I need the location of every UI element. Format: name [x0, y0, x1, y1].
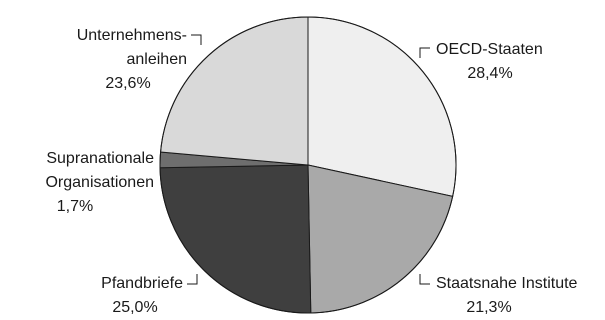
- slices-layer: [159, 16, 457, 314]
- slice-label-1-line-0: Staatsnahe Institute: [436, 275, 578, 292]
- leader-line-0: [419, 47, 430, 58]
- leader-line-2: [187, 274, 198, 285]
- slice-label-4-line-1: anleihen: [127, 51, 188, 68]
- leaders-layer: [187, 34, 430, 285]
- slice-value-2: 25,0%: [112, 299, 157, 316]
- slice-value-3: 1,7%: [57, 198, 93, 215]
- slice-label-2-line-0: Pfandbriefe: [101, 275, 183, 292]
- slice-label-3-line-1: Organisationen: [45, 174, 154, 191]
- leader-line-1: [419, 274, 430, 285]
- slice-label-3-line-0: Supranationale: [46, 150, 154, 167]
- leader-line-4: [191, 34, 202, 45]
- slice-value-0: 28,4%: [467, 65, 512, 82]
- slice-label-0-line-0: OECD-Staaten: [436, 41, 543, 58]
- pie-outline: [159, 16, 457, 314]
- slice-label-4-line-0: Unternehmens-: [77, 27, 187, 44]
- slice-value-1: 21,3%: [466, 299, 511, 316]
- labels-layer: OECD-Staaten 28,4% Staatsnahe Institute 21,…: [45, 27, 577, 316]
- slice-value-4: 23,6%: [105, 75, 150, 92]
